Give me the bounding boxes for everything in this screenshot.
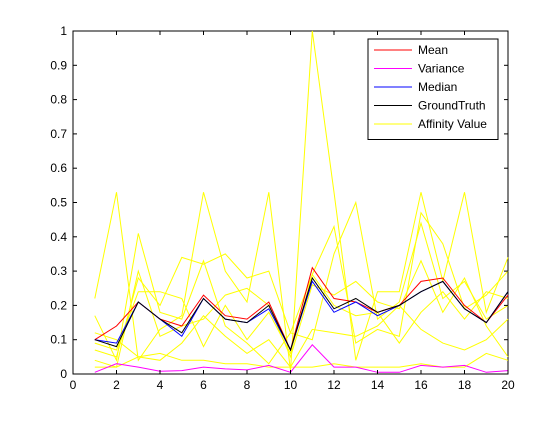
x-tick-label: 10: [284, 378, 298, 392]
series-line-affinity-extra-7: [94, 304, 509, 368]
y-tick-label: 0.4: [50, 230, 67, 244]
y-tick-label: 0.2: [50, 298, 67, 312]
legend-label-mean: Mean: [418, 43, 448, 57]
series-line-affinity-extra-6: [94, 200, 509, 358]
legend: Mean Variance Median GroundTruth Affinity Va…: [367, 38, 499, 140]
y-tick-label: 0.9: [50, 58, 67, 72]
y-tick-label: 0.7: [50, 127, 67, 141]
legend-label-affinity-value: Affinity Value: [418, 117, 487, 131]
x-tick-label: 18: [458, 378, 472, 392]
y-tick-label: 1: [60, 24, 67, 38]
legend-box: [367, 38, 499, 140]
y-tick-label: 0.3: [50, 264, 67, 278]
series-line-affinity-extra-8: [94, 259, 509, 368]
x-tick-label: 12: [327, 378, 341, 392]
x-tick-label: 20: [501, 378, 515, 392]
y-tick-label: 0.6: [50, 161, 67, 175]
series-line-mean: [94, 266, 509, 352]
x-tick-label: 4: [157, 378, 164, 392]
y-tick-label: 0.8: [50, 93, 67, 107]
legend-label-variance: Variance: [418, 62, 465, 76]
series-line-affinity-value: [94, 30, 509, 371]
series-line-affinity-extra-5: [94, 211, 509, 365]
x-tick-label: 14: [371, 378, 385, 392]
y-tick-label: 0: [60, 367, 67, 381]
legend-label-groundtruth: GroundTruth: [418, 99, 486, 113]
axis-layer: 0 2 4 6 8 10 12 14 16 18 20 0 0.1 0.2 0.3 0.4 0.5 0.6 0.7 0…: [50, 24, 515, 392]
y-tick-label: 0.1: [50, 333, 67, 347]
series-line-variance: [94, 344, 509, 373]
y-tick-label: 0.5: [50, 196, 67, 210]
legend-label-median: Median: [418, 80, 457, 94]
x-tick-label: 0: [70, 378, 77, 392]
x-tick-label: 6: [200, 378, 207, 392]
series-layer: [94, 30, 509, 373]
x-tick-label: 2: [113, 378, 120, 392]
series-line-groundtruth: [94, 276, 509, 352]
x-tick-label: 8: [244, 378, 251, 392]
x-tick-label: 16: [414, 378, 428, 392]
